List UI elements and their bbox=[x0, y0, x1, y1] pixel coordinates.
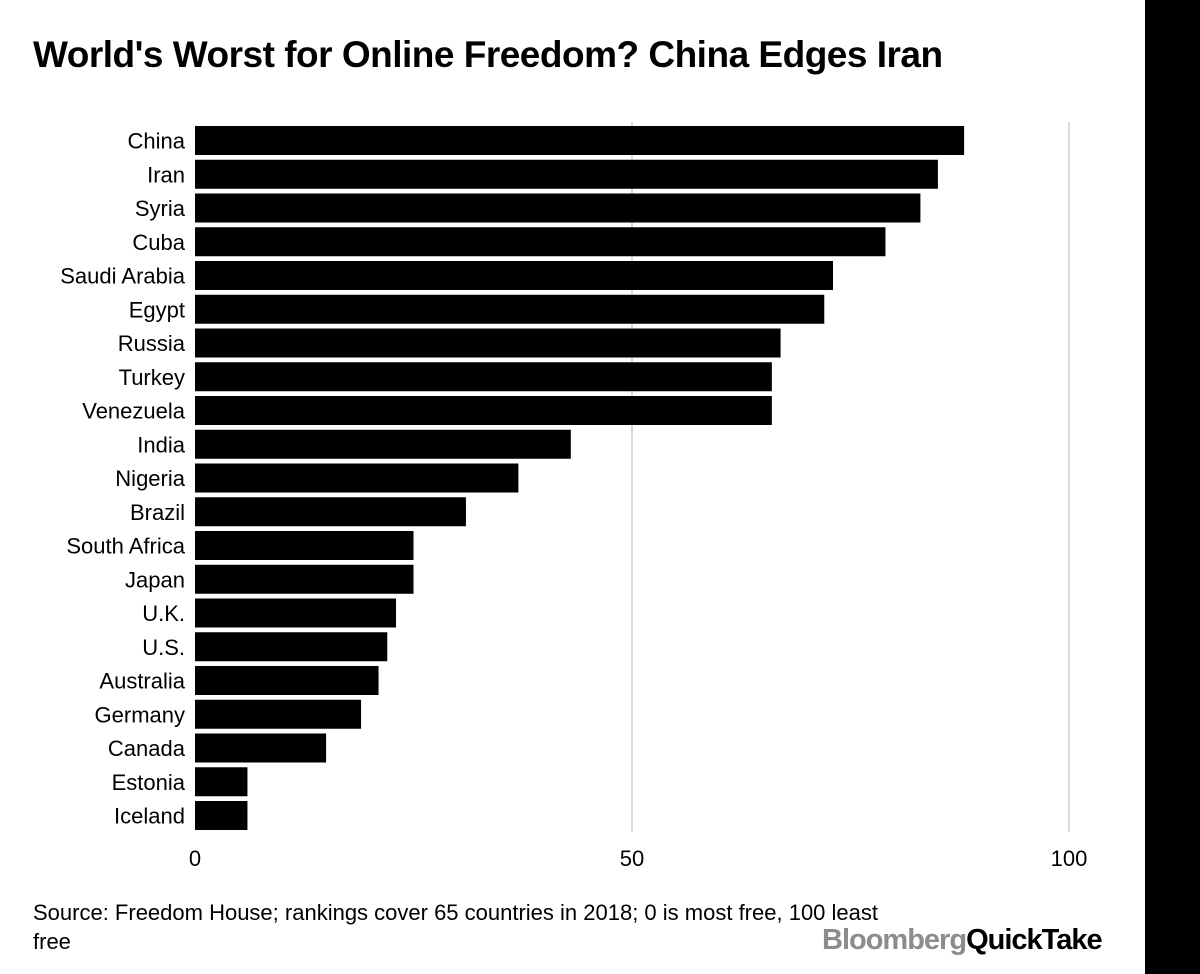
logo-quicktake: QuickTake bbox=[966, 924, 1103, 956]
category-label: U.S. bbox=[142, 635, 185, 660]
bar-chart: 0 50 100 China Iran Syria Cuba Saudi Arabia Egyp… bbox=[60, 122, 1088, 871]
category-label: China bbox=[128, 129, 186, 154]
bar bbox=[195, 328, 781, 358]
category-label: Egypt bbox=[129, 297, 185, 322]
bar bbox=[195, 564, 414, 594]
bar bbox=[195, 767, 248, 797]
bar bbox=[195, 261, 834, 290]
category-label: Turkey bbox=[119, 365, 185, 390]
category-label: South Africa bbox=[66, 534, 185, 559]
category-label: Japan bbox=[125, 567, 185, 592]
bar bbox=[195, 294, 825, 324]
bar bbox=[195, 666, 379, 695]
category-label: Saudi Arabia bbox=[60, 264, 186, 289]
bar bbox=[195, 463, 519, 493]
bar bbox=[195, 227, 886, 257]
bar bbox=[195, 362, 772, 392]
bar bbox=[195, 396, 772, 425]
category-label: Germany bbox=[95, 702, 185, 727]
category-label: Brazil bbox=[130, 500, 185, 525]
category-label: Syria bbox=[135, 196, 186, 221]
category-label: Estonia bbox=[112, 770, 186, 795]
bloomberg-quicktake-logo: BloombergQuickTake bbox=[822, 924, 1103, 957]
bar bbox=[195, 733, 327, 763]
category-label: Iceland bbox=[114, 804, 185, 829]
bar bbox=[195, 531, 414, 560]
category-label: Nigeria bbox=[115, 466, 185, 491]
bar bbox=[195, 801, 248, 830]
x-tick-label: 50 bbox=[620, 846, 644, 871]
source-note: Source: Freedom House; rankings cover 65… bbox=[33, 900, 878, 954]
bar bbox=[195, 632, 388, 662]
bar bbox=[195, 598, 397, 628]
x-tick-label: 100 bbox=[1051, 846, 1088, 871]
category-label: Cuba bbox=[132, 230, 185, 255]
category-label: Russia bbox=[118, 331, 186, 356]
category-label: Venezuela bbox=[82, 399, 186, 424]
category-label: Canada bbox=[108, 736, 186, 761]
bar bbox=[195, 193, 921, 223]
category-label: Iran bbox=[147, 162, 185, 187]
chart-title: World's Worst for Online Freedom? China … bbox=[33, 34, 943, 75]
bar bbox=[195, 699, 362, 729]
bar bbox=[195, 429, 571, 459]
bar bbox=[195, 497, 466, 527]
category-label: U.K. bbox=[142, 601, 185, 626]
bar bbox=[195, 126, 965, 155]
right-edge-bar bbox=[1145, 0, 1200, 974]
category-label: India bbox=[137, 432, 185, 457]
bar bbox=[195, 159, 938, 189]
category-label: Australia bbox=[99, 669, 185, 694]
logo-bloomberg: Bloomberg bbox=[822, 924, 967, 956]
x-tick-label: 0 bbox=[189, 846, 201, 871]
